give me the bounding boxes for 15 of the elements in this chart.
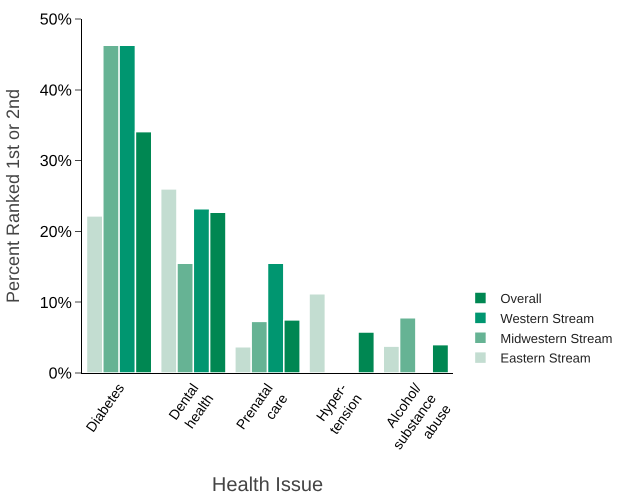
- x-axis-title: Health Issue: [212, 474, 324, 496]
- legend-label: Western Stream: [500, 310, 594, 326]
- y-tick-label: 10%: [40, 294, 72, 312]
- y-tick-label: 30%: [40, 153, 72, 170]
- bar: [431, 344, 450, 373]
- y-tick-label: 20%: [40, 224, 72, 241]
- bar: [357, 331, 376, 373]
- y-tick-label: 40%: [40, 82, 72, 100]
- bar: [308, 292, 326, 373]
- legend-label: Midwestern Stream: [500, 330, 612, 346]
- y-tick-label: 0%: [48, 366, 72, 383]
- legend-label: Eastern Stream: [500, 350, 591, 366]
- y-axis-title: Percent Ranked 1st or 2nd: [2, 88, 23, 304]
- legend-label: Overall: [500, 291, 542, 306]
- y-tick-label: 50%: [40, 12, 72, 29]
